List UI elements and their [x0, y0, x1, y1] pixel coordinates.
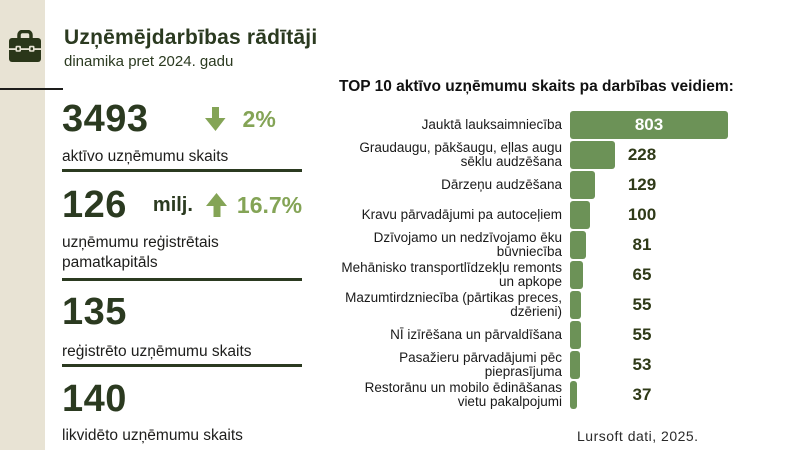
stat-liquidated-companies: 140 — [62, 377, 312, 421]
category-label: NĪ izīrēšana un pārvaldīšana — [390, 326, 562, 342]
bar-value: 81 — [632, 235, 652, 254]
bar — [570, 111, 728, 139]
bar-track: 803 — [570, 111, 745, 139]
stats-panel: 3493 2% aktīvo uzņēmumu skaits 126 milj.… — [62, 0, 312, 450]
stat-value: 126 — [62, 183, 127, 226]
section-divider — [62, 364, 302, 367]
bar-track: 55 — [570, 291, 745, 319]
bar-track: 100 — [570, 201, 745, 229]
page-title: Uzņēmējdarbības rādītāji — [64, 26, 318, 49]
top10-bar-chart: Jauktā lauksaimniecība 803 Graudaugu, pā… — [340, 110, 795, 410]
header-divider-line — [0, 88, 63, 90]
category-label: Kravu pārvadājumi pa autoceļiem — [361, 206, 562, 222]
bar-track: 81 — [570, 231, 745, 259]
bar-value: 228 — [627, 145, 657, 164]
stat-label: uzņēmumu reģistrētais pamatkapitāls — [62, 234, 219, 271]
bar — [570, 231, 586, 259]
arrow-down-icon — [204, 107, 226, 131]
bar — [570, 141, 615, 169]
bar — [570, 321, 581, 349]
bar-value: 37 — [632, 385, 652, 404]
bar — [570, 171, 596, 199]
page-subtitle: dinamika pret 2024. gadu — [64, 53, 234, 70]
chart-row: Restorānu un mobilo ēdināšanas vietu pak… — [340, 380, 795, 410]
chart-row: Mehānisko transportlīdzekļu remonts un a… — [340, 260, 795, 290]
stat-percent: 2% — [242, 105, 276, 132]
bar-value: 803 — [634, 115, 664, 134]
bar — [570, 351, 581, 379]
bar-track: 55 — [570, 321, 745, 349]
bar — [570, 261, 583, 289]
chart-row: Dārzeņu audzēšana 129 — [340, 170, 795, 200]
stat-unit: milj. — [152, 193, 193, 216]
stat-label: aktīvo uzņēmumu skaits — [62, 148, 229, 165]
category-label: Graudaugu, pākšaugu, eļlas augu sēklu au… — [359, 139, 562, 169]
chart-row: Graudaugu, pākšaugu, eļlas augu sēklu au… — [340, 140, 795, 170]
stat-label: likvidēto uzņēmumu skaits — [62, 427, 243, 444]
briefcase-icon — [9, 30, 41, 62]
arrow-up-icon — [205, 193, 227, 217]
bar — [570, 201, 590, 229]
header: Uzņēmējdarbības rādītāji dinamika pret 2… — [64, 26, 317, 70]
chart-row: Pasažieru pārvadājumi pēc pieprasījuma 5… — [340, 350, 795, 380]
chart-row: Mazumtirdzniecība (pārtikas preces, dzēr… — [340, 290, 795, 320]
category-label: Dzīvojamo un nedzīvojamo ēku būvniecība — [373, 229, 562, 259]
category-label: Restorānu un mobilo ēdināšanas vietu pak… — [364, 379, 562, 409]
bar-track: 53 — [570, 351, 745, 379]
bar-value: 53 — [632, 355, 652, 374]
bar-track: 37 — [570, 381, 745, 409]
chart-row: Kravu pārvadājumi pa autoceļiem 100 — [340, 200, 795, 230]
category-label: Mehānisko transportlīdzekļu remonts un a… — [341, 259, 562, 289]
category-label: Pasažieru pārvadājumi pēc pieprasījuma — [399, 349, 562, 379]
stat-percent: 16.7% — [236, 191, 303, 218]
category-label: Jauktā lauksaimniecība — [421, 116, 562, 132]
stat-label: reģistrēto uzņēmumu skaits — [62, 343, 252, 360]
stat-active-companies: 3493 2% — [62, 97, 312, 141]
bar-value: 55 — [632, 295, 652, 314]
bar-value: 129 — [627, 175, 657, 194]
bar-value: 65 — [632, 265, 652, 284]
data-source: Lursoft dati, 2025. — [577, 428, 699, 444]
chart-row: Dzīvojamo un nedzīvojamo ēku būvniecība … — [340, 230, 795, 260]
bar-track: 129 — [570, 171, 745, 199]
stat-registered-capital: 126 milj. 16.7% — [62, 183, 312, 227]
stat-value: 140 — [62, 377, 127, 420]
bar-value: 100 — [627, 205, 657, 224]
bar-value: 55 — [632, 325, 652, 344]
bar-track: 65 — [570, 261, 745, 289]
section-divider — [62, 278, 302, 281]
bar-track: 228 — [570, 141, 745, 169]
section-divider — [62, 169, 302, 172]
left-accent-band — [0, 0, 45, 450]
stat-value: 3493 — [62, 97, 149, 140]
stat-registered-companies: 135 — [62, 290, 312, 334]
bar — [570, 381, 578, 409]
category-label: Mazumtirdzniecība (pārtikas preces, dzēr… — [345, 289, 562, 319]
category-label: Dārzeņu audzēšana — [441, 176, 562, 192]
bar — [570, 291, 581, 319]
stat-value: 135 — [62, 290, 127, 333]
chart-title: TOP 10 aktīvo uzņēmumu skaits pa darbība… — [339, 78, 734, 95]
chart-row: Jauktā lauksaimniecība 803 — [340, 110, 795, 140]
chart-row: NĪ izīrēšana un pārvaldīšana 55 — [340, 320, 795, 350]
